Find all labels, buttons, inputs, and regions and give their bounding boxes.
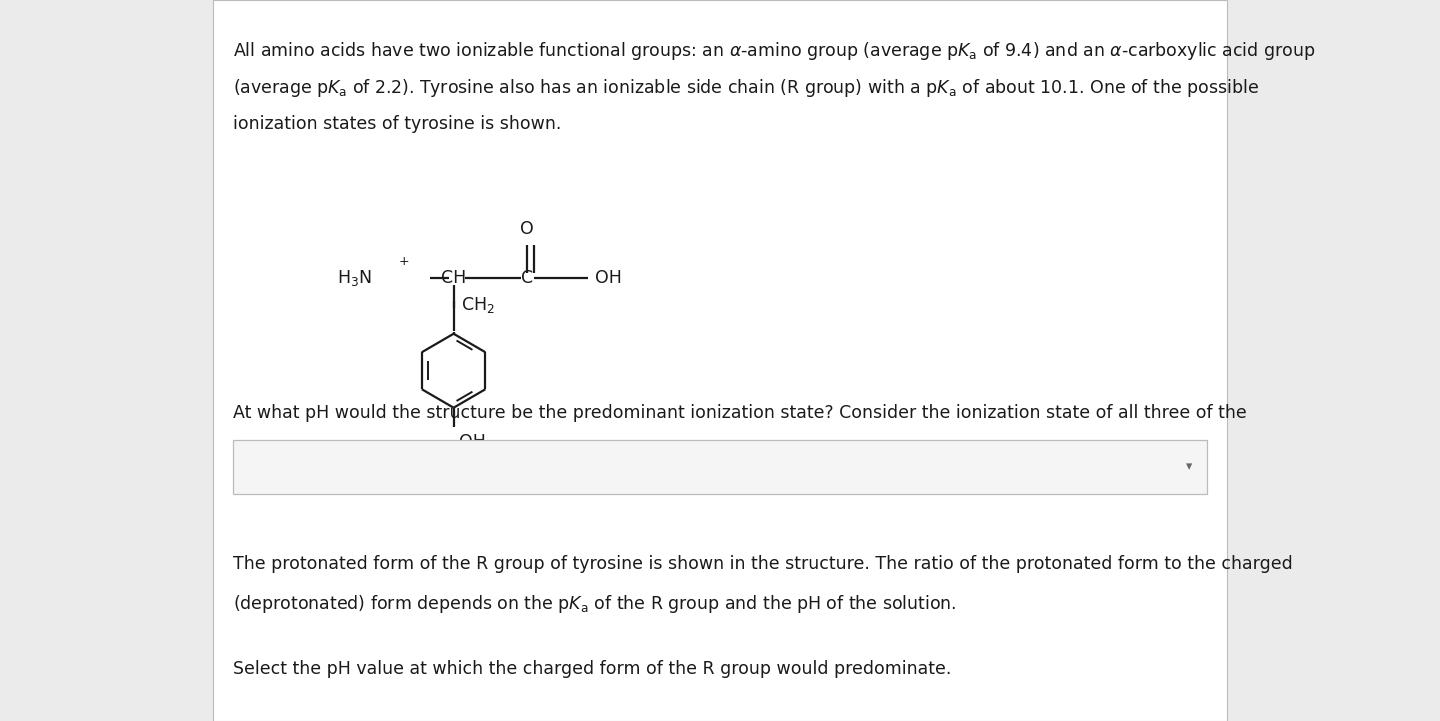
FancyBboxPatch shape	[233, 440, 1207, 494]
Text: At what pH would the structure be the predominant ionization state? Consider the: At what pH would the structure be the pr…	[233, 404, 1247, 422]
Text: (deprotonated) form depends on the p$K_\mathrm{a}$ of the R group and the pH of : (deprotonated) form depends on the p$K_\…	[233, 593, 958, 615]
Text: Select the pH value at which the charged form of the R group would predominate.: Select the pH value at which the charged…	[233, 660, 952, 678]
Text: H$_3$N: H$_3$N	[337, 267, 372, 288]
Bar	[213, 0, 1227, 721]
Text: CH$_2$: CH$_2$	[461, 295, 495, 315]
Text: ▾: ▾	[1187, 460, 1192, 474]
Text: functional groups.: functional groups.	[233, 441, 390, 459]
Text: +: +	[397, 255, 409, 268]
Text: All amino acids have two ionizable functional groups: an $\alpha$-amino group (a: All amino acids have two ionizable funct…	[233, 40, 1316, 62]
Text: C: C	[521, 269, 533, 286]
Text: OH: OH	[595, 269, 622, 286]
Text: O: O	[520, 220, 534, 238]
Text: OH: OH	[459, 433, 487, 451]
Text: CH: CH	[441, 269, 467, 286]
Text: (average p$K_\mathrm{a}$ of 2.2). Tyrosine also has an ionizable side chain (R g: (average p$K_\mathrm{a}$ of 2.2). Tyrosi…	[233, 77, 1259, 99]
Text: The protonated form of the R group of tyrosine is shown in the structure. The ra: The protonated form of the R group of ty…	[233, 555, 1293, 573]
Text: ionization states of tyrosine is shown.: ionization states of tyrosine is shown.	[233, 115, 562, 133]
